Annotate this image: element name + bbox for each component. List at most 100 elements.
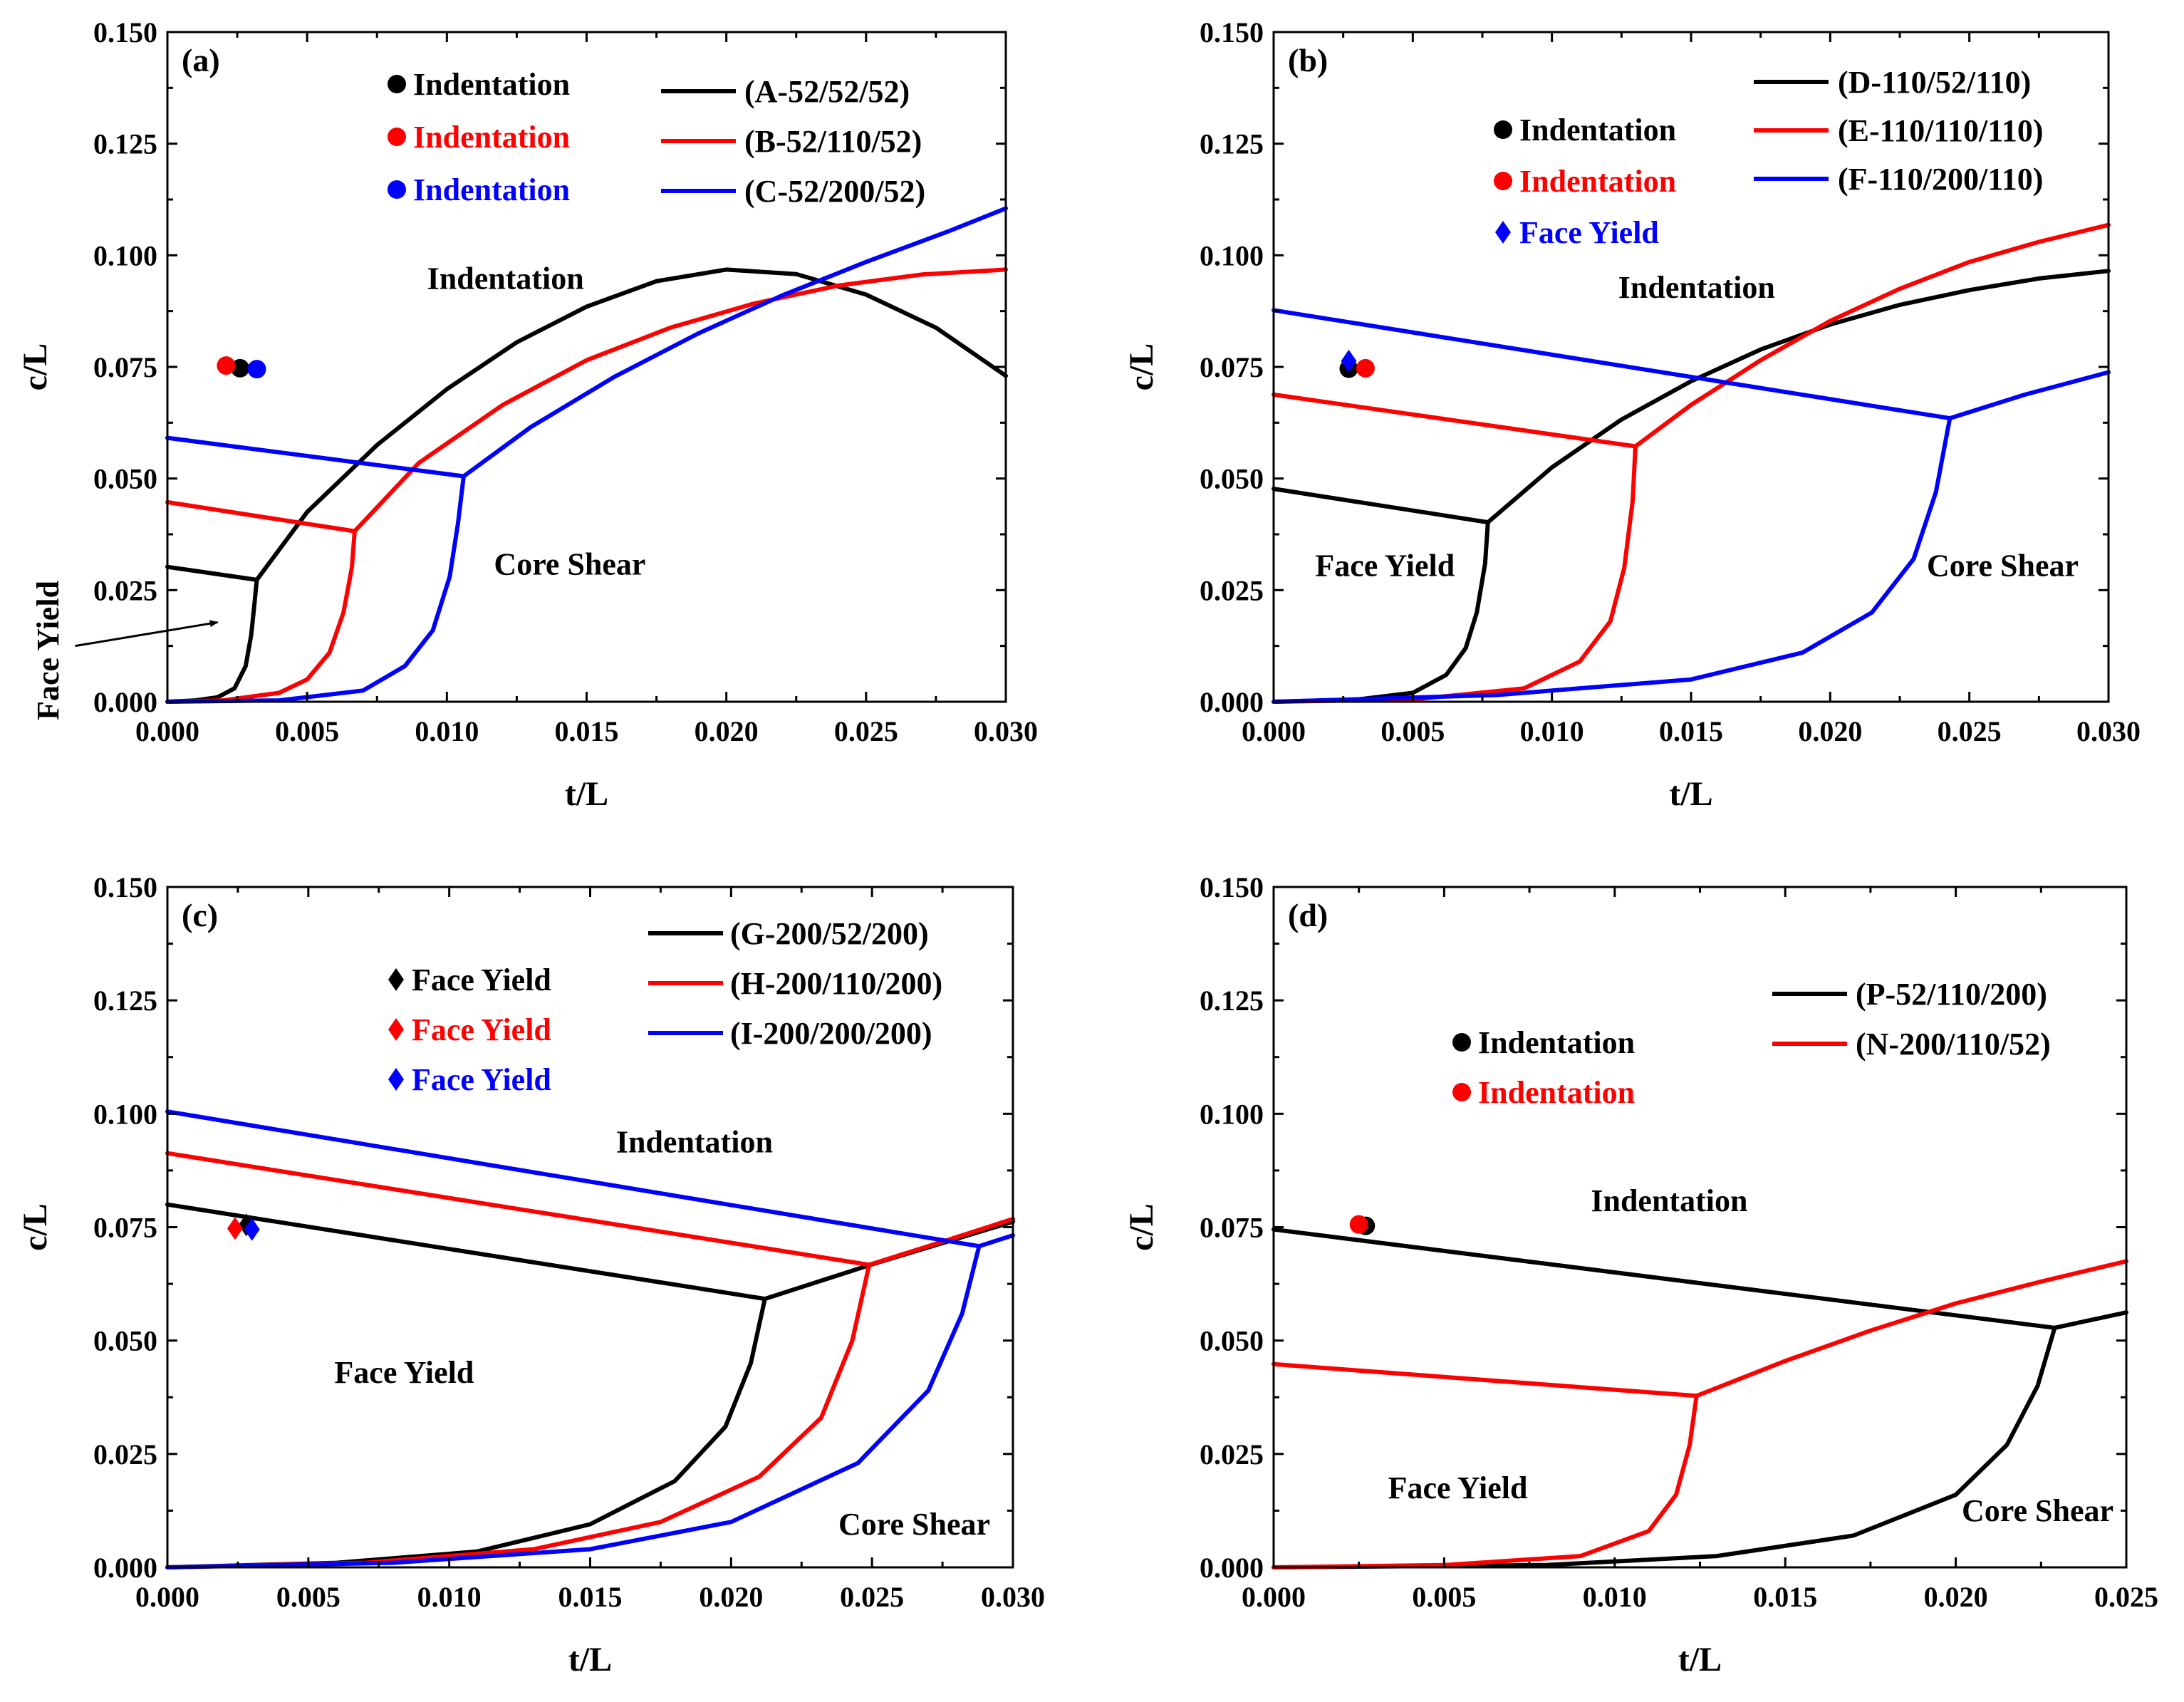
legend-point-label: Indentation	[1478, 1025, 1635, 1060]
y-tick-label: 0.125	[1200, 985, 1264, 1017]
legend: (D-110/52/110) (E-110/110/110) (F-110/200/…	[1494, 65, 2043, 250]
y-tick-label: 0.025	[1200, 1438, 1264, 1470]
legend-marker	[388, 1068, 404, 1091]
legend-series-label: (N-200/110/52)	[1856, 1027, 2051, 1062]
x-tick-label: 0.000	[135, 1581, 199, 1613]
chart-panel-d: 0.000 0.005 0.010 0.015 0.020 0.025 0.000 0.025…	[1123, 871, 2158, 1678]
y-tick-label: 0.000	[93, 1552, 157, 1584]
legend-series-label: (A-52/52/52)	[744, 74, 910, 109]
legend-point-label: Indentation	[413, 67, 570, 102]
legend-series-label: (E-110/110/110)	[1838, 113, 2043, 148]
y-tick-label: 0.050	[1200, 463, 1264, 495]
legend-marker	[1495, 221, 1511, 244]
y-tick-label: 0.025	[1200, 574, 1264, 606]
series-line-segment	[1272, 1325, 2057, 1569]
x-tick-label: 0.030	[2076, 715, 2141, 747]
series-line-segment	[1272, 392, 1638, 449]
y-tick-label: 0.075	[93, 1212, 157, 1244]
x-axis-title: t/L	[1678, 1641, 1722, 1678]
y-tick-label: 0.125	[93, 128, 157, 160]
series-line-segment	[165, 435, 466, 479]
series-line-segment	[352, 267, 1008, 534]
x-tick-label: 0.025	[2094, 1581, 2158, 1613]
legend-point-label: Face Yield	[1519, 215, 1659, 250]
x-tick-label: 0.005	[1412, 1581, 1476, 1613]
series-line-segment	[1272, 1361, 1699, 1399]
series-line-segment	[1485, 269, 2111, 525]
series-line-segment	[1694, 1259, 2128, 1399]
series-line-segment	[1272, 1227, 2057, 1330]
panel-label: (d)	[1288, 897, 1328, 933]
y-axis-title: c/L	[1123, 343, 1160, 391]
x-tick-label: 0.025	[840, 1581, 904, 1613]
series-line-segment	[165, 1151, 872, 1267]
series-line-segment	[165, 1297, 767, 1569]
series-line-segment	[2052, 1310, 2128, 1330]
legend-series-label: (B-52/110/52)	[744, 124, 922, 159]
data-point	[231, 358, 250, 378]
legend-point-label: Face Yield	[412, 1062, 551, 1097]
y-tick-label: 0.025	[93, 1438, 157, 1470]
legend-series-label: (G-200/52/200)	[730, 916, 929, 951]
annotation-arrow	[75, 620, 219, 648]
panel-label: (b)	[1288, 42, 1328, 78]
y-tick-label: 0.075	[1200, 1212, 1264, 1244]
region-label: Core Shear	[494, 546, 645, 581]
x-tick-label: 0.000	[135, 715, 199, 747]
legend-point-label: Face Yield	[412, 1012, 551, 1047]
legend-marker	[388, 1018, 404, 1041]
legend-marker	[1452, 1033, 1471, 1052]
panel-label: (a)	[182, 42, 220, 78]
x-tick-label: 0.005	[275, 715, 339, 747]
data-point	[247, 360, 266, 379]
legend-series-label: (C-52/200/52)	[744, 174, 925, 209]
x-tick-label: 0.020	[695, 715, 759, 747]
region-label: Core Shear	[1927, 548, 2079, 583]
x-tick-label: 0.015	[1659, 715, 1723, 747]
series-line-segment	[165, 1202, 767, 1302]
x-tick-label: 0.010	[417, 1581, 482, 1613]
y-tick-label: 0.050	[93, 463, 157, 495]
series-H-200/110/200	[165, 1151, 1015, 1569]
x-tick-label: 0.020	[1798, 715, 1862, 747]
series-line-segment	[165, 577, 259, 704]
legend-point-label: Indentation	[1478, 1075, 1635, 1110]
series-line-segment	[254, 267, 1008, 582]
legend-point-label: Indentation	[413, 120, 570, 155]
y-tick-label: 0.050	[93, 1325, 157, 1357]
y-axis-title: c/L	[16, 1203, 54, 1251]
series-line-segment	[165, 1109, 982, 1249]
y-tick-label: 0.100	[1200, 1098, 1264, 1130]
legend-marker	[388, 75, 406, 93]
legend-series-label: (I-200/200/200)	[730, 1016, 932, 1051]
y-tick-label: 0.000	[1200, 1552, 1264, 1584]
series-F-110/200/110	[1272, 308, 2111, 704]
x-tick-label: 0.005	[276, 1581, 340, 1613]
legend: (P-52/110/200) (N-200/110/52) Indentation I…	[1452, 977, 2051, 1110]
y-tick-label: 0.000	[1200, 686, 1264, 718]
chart-panel-b: 0.000 0.005 0.010 0.015 0.020 0.025 0.030 0.000…	[1123, 16, 2141, 813]
x-tick-label: 0.030	[981, 1581, 1045, 1613]
legend: (A-52/52/52) (B-52/110/52) (C-52/200/52) In…	[388, 67, 925, 209]
region-label: Indentation	[427, 261, 584, 296]
series-line-segment	[1948, 370, 2111, 421]
chart-panel-c: 0.000 0.005 0.010 0.015 0.020 0.025 0.030 0.000…	[16, 871, 1045, 1678]
legend-series-label: (H-200/110/200)	[730, 966, 942, 1001]
series-line-segment	[165, 474, 466, 704]
region-label: Indentation	[616, 1124, 773, 1159]
legend-marker	[388, 180, 406, 199]
x-tick-label: 0.010	[1583, 1581, 1647, 1613]
series-line-segment	[165, 1262, 872, 1569]
region-label: Indentation	[1618, 270, 1775, 305]
series-line-segment	[977, 1233, 1015, 1249]
y-tick-label: 0.125	[93, 985, 157, 1017]
region-label: Core Shear	[838, 1507, 990, 1542]
x-tick-label: 0.010	[415, 715, 479, 747]
region-label: Face Yield	[31, 581, 66, 720]
legend-series-label: (F-110/200/110)	[1838, 162, 2043, 197]
data-point	[1356, 358, 1375, 378]
x-tick-label: 0.015	[558, 1581, 623, 1613]
region-label: Face Yield	[1388, 1470, 1528, 1505]
x-tick-label: 0.015	[555, 715, 619, 747]
